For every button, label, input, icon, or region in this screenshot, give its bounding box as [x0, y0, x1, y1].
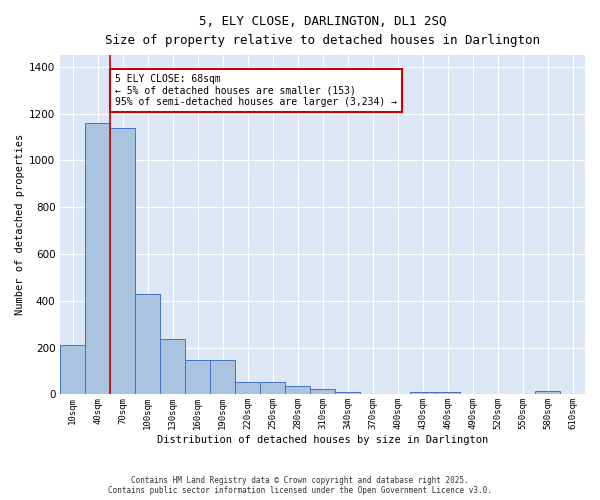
- X-axis label: Distribution of detached houses by size in Darlington: Distribution of detached houses by size …: [157, 435, 488, 445]
- Bar: [210, 360, 235, 394]
- Text: 5 ELY CLOSE: 68sqm
← 5% of detached houses are smaller (153)
95% of semi-detache: 5 ELY CLOSE: 68sqm ← 5% of detached hous…: [115, 74, 397, 107]
- Bar: [60, 346, 85, 395]
- Bar: [85, 123, 110, 394]
- Bar: [110, 128, 135, 394]
- Bar: [185, 360, 210, 394]
- Bar: [310, 388, 335, 394]
- Bar: [235, 382, 260, 394]
- Bar: [260, 382, 285, 394]
- Text: Contains HM Land Registry data © Crown copyright and database right 2025.
Contai: Contains HM Land Registry data © Crown c…: [108, 476, 492, 495]
- Bar: [335, 392, 360, 394]
- Bar: [285, 386, 310, 394]
- Bar: [535, 391, 560, 394]
- Bar: [160, 340, 185, 394]
- Title: 5, ELY CLOSE, DARLINGTON, DL1 2SQ
Size of property relative to detached houses i: 5, ELY CLOSE, DARLINGTON, DL1 2SQ Size o…: [105, 15, 540, 47]
- Bar: [410, 392, 435, 394]
- Bar: [135, 294, 160, 394]
- Y-axis label: Number of detached properties: Number of detached properties: [15, 134, 25, 316]
- Bar: [435, 392, 460, 394]
